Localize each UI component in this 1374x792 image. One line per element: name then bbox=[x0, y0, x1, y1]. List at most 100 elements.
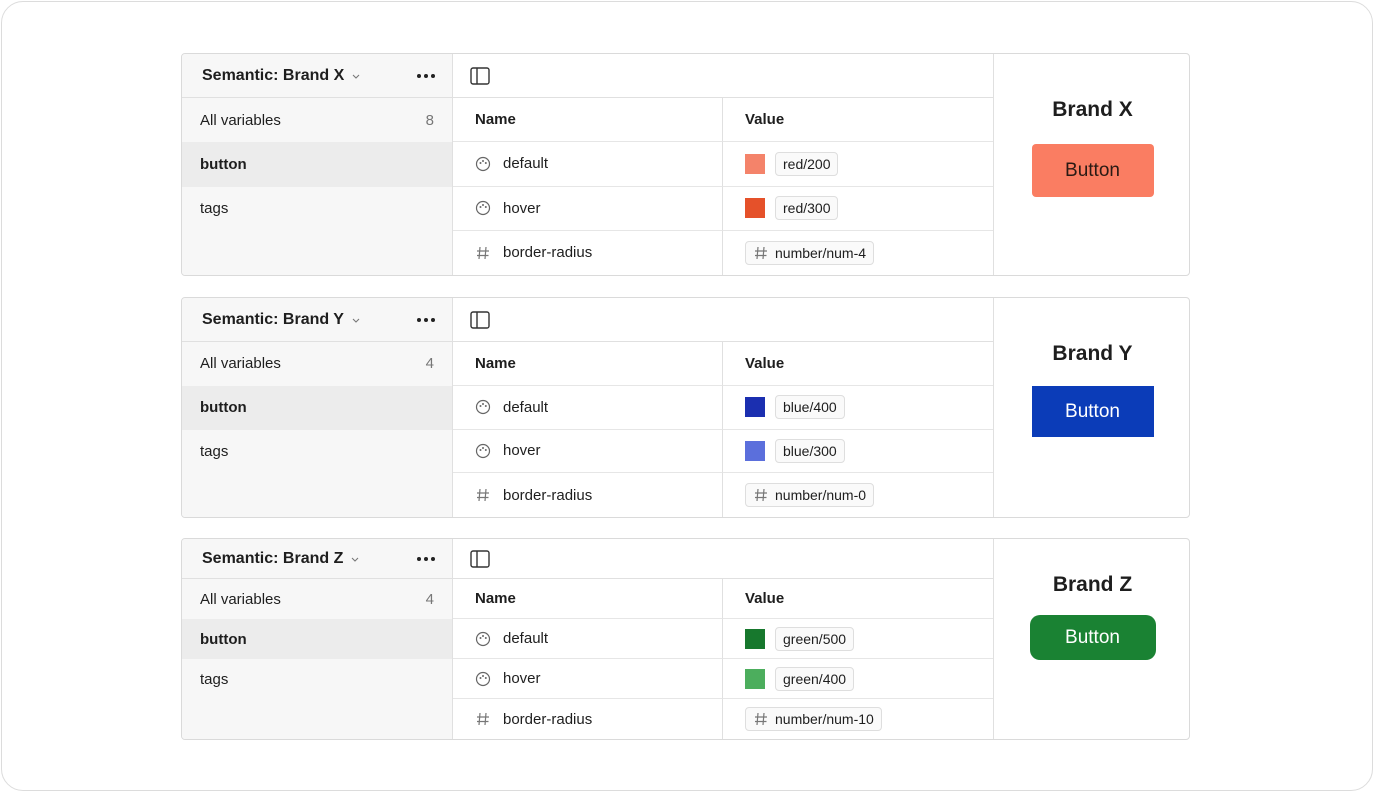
more-menu-icon[interactable] bbox=[416, 556, 436, 562]
sidebar-group[interactable]: tags bbox=[182, 659, 453, 699]
sidebar-empty bbox=[182, 230, 453, 275]
value-chip: number/num-4 bbox=[745, 240, 875, 265]
collection-title-wrap: Semantic: Brand X bbox=[202, 67, 373, 85]
sidebar-item-label: All variables bbox=[200, 111, 281, 129]
variable-panel: Semantic: Brand Z Brand Z Button All variab… bbox=[181, 538, 1190, 740]
color-swatch bbox=[745, 628, 765, 649]
value-text: number/num-10 bbox=[775, 711, 874, 727]
column-header: Name bbox=[453, 342, 723, 386]
more-menu-icon[interactable] bbox=[416, 73, 436, 79]
variable-name-cell: hover bbox=[453, 429, 723, 474]
collection-title-wrap: Semantic: Brand Z bbox=[202, 550, 372, 568]
variable-name: border-radius bbox=[503, 486, 593, 504]
variable-name: default bbox=[503, 155, 549, 173]
color-variable-icon bbox=[475, 156, 491, 171]
sidebar-empty bbox=[182, 473, 453, 517]
brand-preview: Brand X Button bbox=[993, 54, 1189, 275]
collection-header: Semantic: Brand Y bbox=[182, 298, 453, 342]
collection-title: Semantic: Brand Y bbox=[202, 310, 344, 328]
variable-name-cell: border-radius bbox=[453, 699, 723, 739]
collection-title-wrap: Semantic: Brand Y bbox=[202, 311, 373, 329]
value-chip: red/200 bbox=[775, 151, 839, 176]
variable-name: default bbox=[503, 398, 549, 416]
brand-name: Brand Y bbox=[1052, 342, 1133, 365]
variable-value-cell: number/num-10 bbox=[723, 699, 993, 739]
color-variable-icon bbox=[475, 400, 491, 415]
value-chip: red/300 bbox=[775, 196, 839, 221]
table-toolbar bbox=[453, 298, 993, 342]
value-text: number/num-4 bbox=[775, 244, 867, 261]
color-variable-icon bbox=[475, 443, 491, 458]
number-variable-icon bbox=[477, 246, 489, 259]
chevron-icon bbox=[352, 318, 360, 323]
table-toolbar bbox=[453, 539, 993, 579]
sidebar-group[interactable]: tags bbox=[182, 186, 453, 231]
variable-name-cell: border-radius bbox=[453, 230, 723, 275]
variable-name: default bbox=[503, 630, 549, 647]
preview-button[interactable]: Button bbox=[1029, 615, 1156, 660]
sidebar-group[interactable]: tags bbox=[182, 429, 453, 474]
variable-value-cell: number/num-4 bbox=[723, 231, 993, 275]
value-chip: blue/300 bbox=[775, 438, 845, 463]
variable-name: border-radius bbox=[503, 710, 593, 728]
collection-title: Semantic: Brand X bbox=[202, 66, 345, 84]
brand-preview: Brand Z Button bbox=[993, 539, 1189, 739]
sidebar-group[interactable]: button bbox=[182, 142, 453, 187]
preview-button[interactable]: Button bbox=[1031, 386, 1154, 437]
variable-count: 4 bbox=[425, 355, 434, 373]
variable-name-cell: hover bbox=[453, 186, 723, 231]
brand-name: Brand X bbox=[1052, 98, 1133, 121]
variable-name-cell: default bbox=[453, 142, 723, 187]
sidebar-toggle-icon[interactable] bbox=[470, 66, 490, 85]
color-swatch bbox=[745, 198, 765, 219]
more-menu-icon[interactable] bbox=[416, 317, 436, 323]
value-chip: number/num-10 bbox=[745, 707, 882, 731]
table-toolbar bbox=[453, 54, 993, 98]
chevron-icon bbox=[352, 74, 360, 79]
sidebar-group[interactable]: button bbox=[182, 619, 453, 659]
collection-header: Semantic: Brand X bbox=[182, 54, 453, 98]
variable-count: 8 bbox=[425, 111, 434, 129]
variable-value-cell: blue/400 bbox=[723, 386, 993, 430]
color-variable-icon bbox=[475, 671, 491, 686]
color-variable-icon bbox=[475, 631, 491, 646]
sidebar-empty bbox=[182, 699, 453, 739]
column-header: Value bbox=[723, 342, 993, 386]
color-swatch bbox=[745, 440, 765, 461]
variable-name-cell: border-radius bbox=[453, 473, 723, 517]
variable-value-cell: green/500 bbox=[723, 619, 993, 659]
number-variable-icon bbox=[477, 712, 489, 726]
sidebar-item[interactable]: All variables 4 bbox=[182, 342, 453, 386]
value-chip: green/500 bbox=[775, 626, 855, 651]
sidebar-item[interactable]: All variables 4 bbox=[182, 579, 453, 619]
preview-button[interactable]: Button bbox=[1031, 144, 1154, 197]
sidebar-toggle-icon[interactable] bbox=[470, 549, 490, 568]
variable-value-cell: red/200 bbox=[723, 142, 993, 187]
collection-header: Semantic: Brand Z bbox=[182, 539, 453, 579]
column-header: Value bbox=[723, 579, 993, 619]
number-variable-icon bbox=[477, 489, 489, 502]
sidebar-toggle-icon[interactable] bbox=[470, 310, 490, 329]
variable-value-cell: blue/300 bbox=[723, 430, 993, 474]
variable-value-cell: green/400 bbox=[723, 659, 993, 699]
sidebar-group[interactable]: button bbox=[182, 385, 453, 430]
variable-name-cell: default bbox=[453, 385, 723, 430]
variable-name: border-radius bbox=[503, 244, 593, 262]
value-text: number/num-0 bbox=[775, 487, 867, 504]
value-chip: green/400 bbox=[775, 666, 855, 691]
chevron-icon bbox=[351, 557, 359, 562]
color-swatch bbox=[745, 153, 765, 174]
variable-name-cell: default bbox=[453, 619, 723, 659]
variable-name: hover bbox=[503, 199, 541, 217]
variable-value-cell: red/300 bbox=[723, 187, 993, 231]
brand-name: Brand Z bbox=[1052, 573, 1133, 596]
color-swatch bbox=[745, 668, 765, 689]
collection-title: Semantic: Brand Z bbox=[202, 549, 344, 567]
brand-preview: Brand Y Button bbox=[993, 298, 1189, 517]
variable-panel: Semantic: Brand X Brand X Button All variab… bbox=[181, 53, 1190, 276]
sidebar-item[interactable]: All variables 8 bbox=[182, 98, 453, 143]
number-icon bbox=[755, 246, 767, 259]
color-swatch bbox=[745, 397, 765, 418]
number-icon bbox=[755, 489, 767, 502]
variable-count: 4 bbox=[425, 590, 434, 608]
